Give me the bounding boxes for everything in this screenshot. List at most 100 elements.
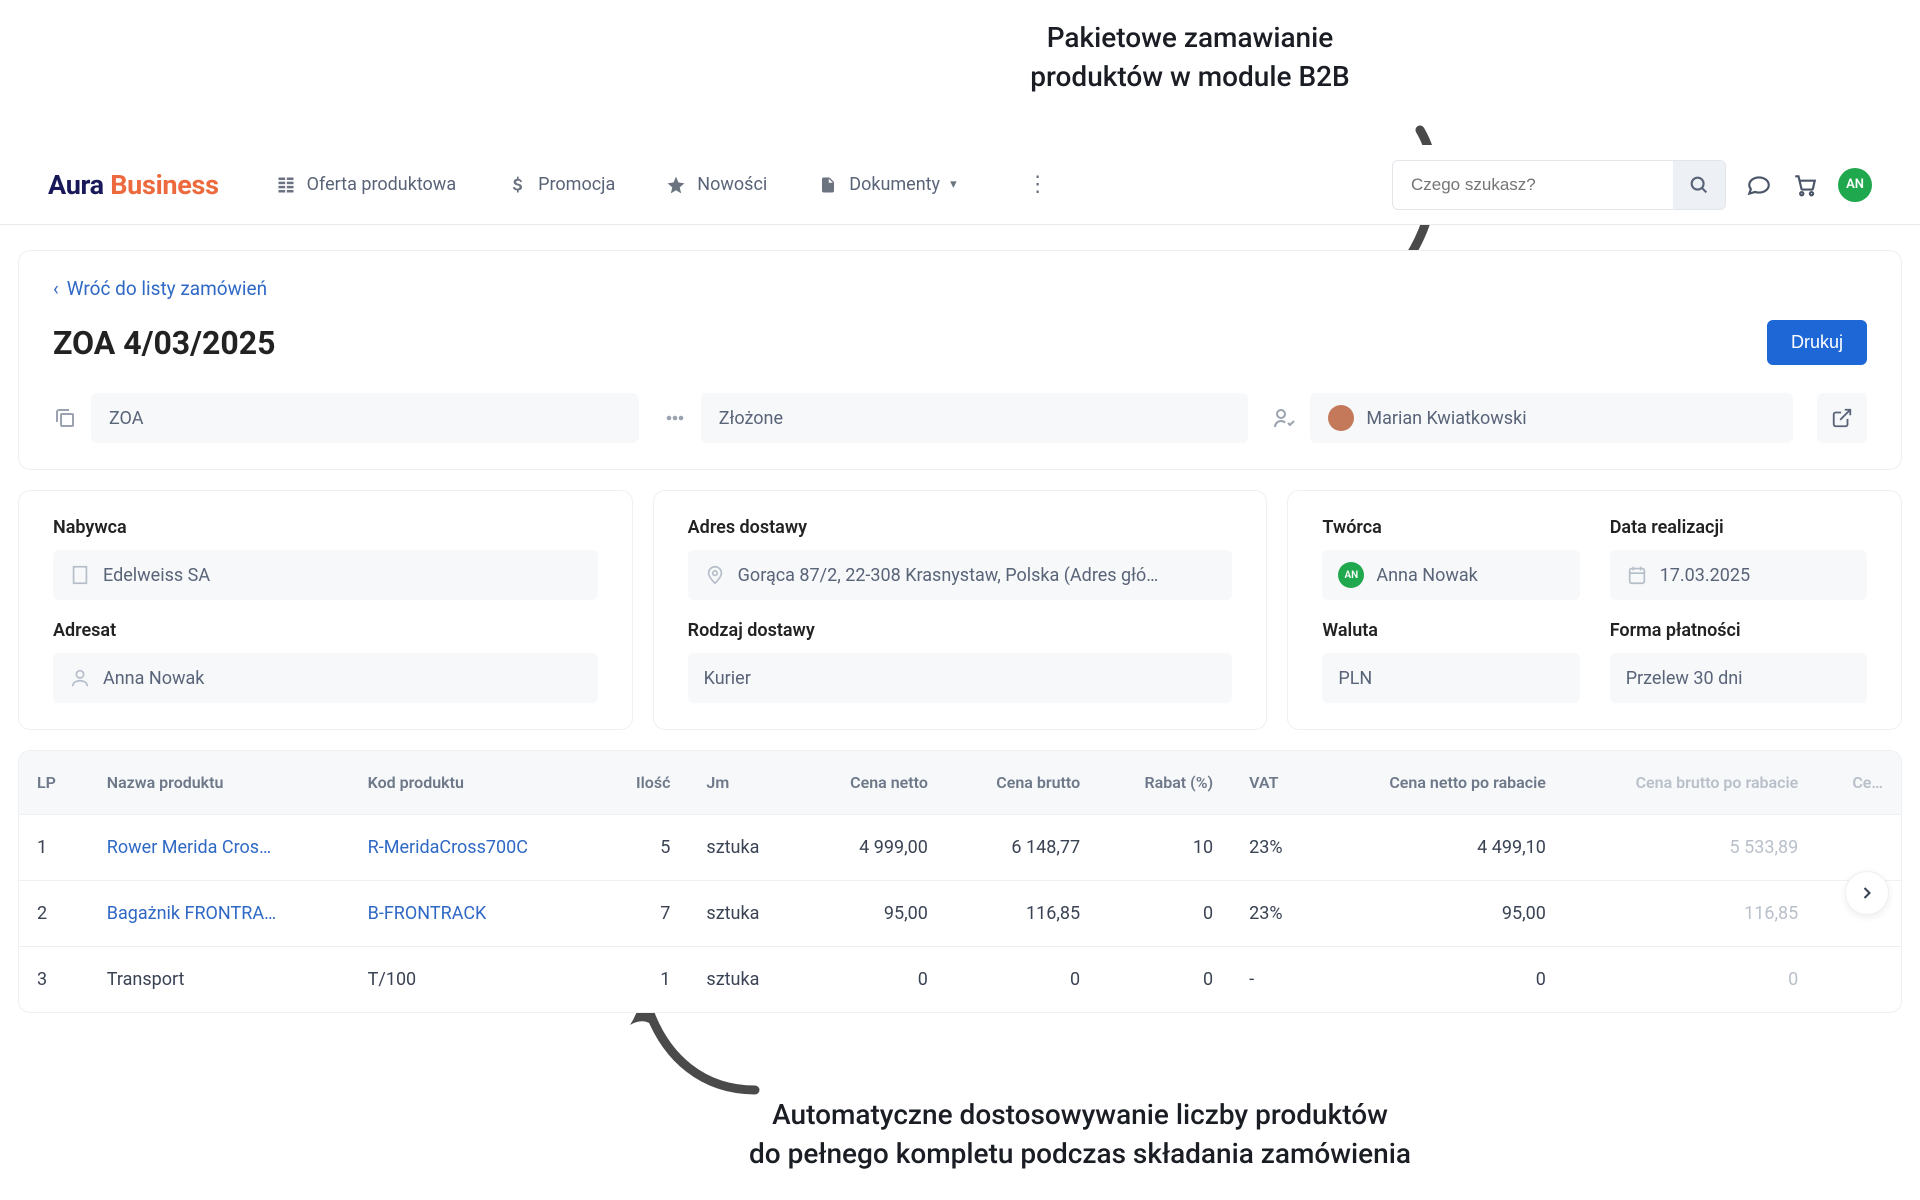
cell-lp: 3 (19, 947, 89, 1013)
cart-icon[interactable] (1792, 172, 1818, 198)
cell-lp: 1 (19, 815, 89, 881)
cell-net: 95,00 (801, 881, 945, 947)
logo: Aura Business (48, 169, 219, 201)
recipient-field[interactable]: Anna Nowak (53, 653, 598, 703)
cell-rabat: 0 (1098, 881, 1231, 947)
cell-vat: - (1231, 947, 1319, 1013)
page-content: ‹ Wróć do listy zamówień ZOA 4/03/2025 D… (18, 250, 1902, 1013)
cell-gross-after: 116,85 (1564, 881, 1816, 947)
cell-unit: sztuka (688, 881, 801, 947)
chat-icon[interactable] (1746, 172, 1772, 198)
assignee-field[interactable]: Marian Kwiatkowski (1310, 393, 1793, 443)
status-icon (663, 406, 687, 430)
cell-qty: 5 (599, 815, 688, 881)
currency-field[interactable]: PLN (1322, 653, 1579, 703)
cell-net: 4 999,00 (801, 815, 945, 881)
cell-net: 0 (801, 947, 945, 1013)
user-avatar[interactable]: AN (1838, 168, 1872, 202)
back-link-label: Wróć do listy zamówień (67, 277, 267, 300)
th-gross-after: Cena brutto po rabacie (1564, 751, 1816, 815)
back-link[interactable]: ‹ Wróć do listy zamówień (53, 277, 1867, 300)
cell-net-after: 4 499,10 (1319, 815, 1564, 881)
search-button[interactable] (1673, 160, 1725, 210)
cell-gross-after: 5 533,89 (1564, 815, 1816, 881)
nav-offer[interactable]: Oferta produktowa (275, 172, 456, 197)
th-rabat: Rabat (%) (1098, 751, 1231, 815)
annotation-bottom: Automatyczne dostosowywanie liczby produ… (530, 1095, 1630, 1173)
pin-icon (704, 564, 726, 586)
payment-field[interactable]: Przelew 30 dni (1610, 653, 1867, 703)
buyer-card: Nabywca Edelweiss SA Adresat Anna Nowak (18, 490, 633, 730)
th-net-after: Cena netto po rabacie (1319, 751, 1564, 815)
cell-net-after: 95,00 (1319, 881, 1564, 947)
order-header-card: ‹ Wróć do listy zamówień ZOA 4/03/2025 D… (18, 250, 1902, 470)
building-icon (69, 564, 91, 586)
table-scroll-right-button[interactable] (1845, 871, 1889, 915)
cell-rabat: 0 (1098, 947, 1231, 1013)
th-net: Cena netto (801, 751, 945, 815)
nav-news[interactable]: Nowości (665, 172, 767, 197)
th-extra: Ce… (1816, 751, 1901, 815)
cell-gross: 0 (946, 947, 1098, 1013)
order-title: ZOA 4/03/2025 (53, 324, 275, 362)
order-status-field[interactable]: Złożone (701, 393, 1249, 443)
th-unit: Jm (688, 751, 801, 815)
cell-vat: 23% (1231, 815, 1319, 881)
grid-icon (275, 174, 297, 196)
th-lp: LP (19, 751, 89, 815)
cell-code[interactable]: B-FRONTRACK (350, 881, 599, 947)
cell-qty: 1 (599, 947, 688, 1013)
cell-gross: 6 148,77 (946, 815, 1098, 881)
open-external-button[interactable] (1817, 393, 1867, 443)
assignee-avatar (1328, 405, 1354, 431)
person-icon (69, 667, 91, 689)
external-link-icon (1831, 407, 1853, 429)
buyer-label: Nabywca (53, 517, 598, 538)
nav-promo[interactable]: Promocja (506, 172, 615, 197)
cell-lp: 2 (19, 881, 89, 947)
delivery-type-label: Rodzaj dostawy (688, 620, 1233, 641)
dollar-icon (506, 174, 528, 196)
app-header: Aura Business Oferta produktowa Promocja… (0, 145, 1920, 225)
cell-name[interactable]: Rower Merida Cros… (89, 815, 350, 881)
copy-icon (53, 406, 77, 430)
nav-docs[interactable]: Dokumenty ▾ (817, 172, 956, 197)
print-button[interactable]: Drukuj (1767, 320, 1867, 365)
delivery-addr-label: Adres dostawy (688, 517, 1233, 538)
meta-card: Twórca AN Anna Nowak Waluta PLN Data rea… (1287, 490, 1902, 730)
nav-news-label: Nowości (697, 174, 767, 195)
logo-part2: Business (110, 169, 218, 201)
nav-offer-label: Oferta produktowa (307, 174, 456, 195)
cell-name[interactable]: Bagażnik FRONTRA… (89, 881, 350, 947)
details-row: Nabywca Edelweiss SA Adresat Anna Nowak … (18, 490, 1902, 730)
table-row: 2Bagażnik FRONTRA…B-FRONTRACK7sztuka95,0… (19, 881, 1901, 947)
nav-docs-label: Dokumenty (849, 174, 940, 195)
cell-unit: sztuka (688, 815, 801, 881)
cell-extra (1816, 815, 1901, 881)
search-icon (1688, 174, 1710, 196)
products-table: LP Nazwa produktu Kod produktu Ilość Jm … (19, 751, 1901, 1012)
th-qty: Ilość (599, 751, 688, 815)
nav-promo-label: Promocja (538, 174, 615, 195)
cell-qty: 7 (599, 881, 688, 947)
creator-label: Twórca (1322, 517, 1579, 538)
nav-more[interactable]: ⋮ (1027, 172, 1049, 197)
chevron-left-icon: ‹ (53, 277, 59, 300)
delivery-type-field[interactable]: Kurier (688, 653, 1233, 703)
recipient-label: Adresat (53, 620, 598, 641)
search-input[interactable] (1393, 175, 1673, 195)
th-gross: Cena brutto (946, 751, 1098, 815)
th-code: Kod produktu (350, 751, 599, 815)
table-row: 1Rower Merida Cros…R-MeridaCross700C5szt… (19, 815, 1901, 881)
cell-name: Transport (89, 947, 350, 1013)
buyer-field[interactable]: Edelweiss SA (53, 550, 598, 600)
date-field[interactable]: 17.03.2025 (1610, 550, 1867, 600)
main-nav: Oferta produktowa Promocja Nowości Dokum… (275, 172, 1049, 197)
delivery-addr-field[interactable]: Gorąca 87/2, 22-308 Krasnystaw, Polska (… (688, 550, 1233, 600)
cell-vat: 23% (1231, 881, 1319, 947)
order-type-field[interactable]: ZOA (91, 393, 639, 443)
cell-code[interactable]: R-MeridaCross700C (350, 815, 599, 881)
table-row: 3TransportT/1001sztuka000-00 (19, 947, 1901, 1013)
creator-field[interactable]: AN Anna Nowak (1322, 550, 1579, 600)
cell-gross: 116,85 (946, 881, 1098, 947)
